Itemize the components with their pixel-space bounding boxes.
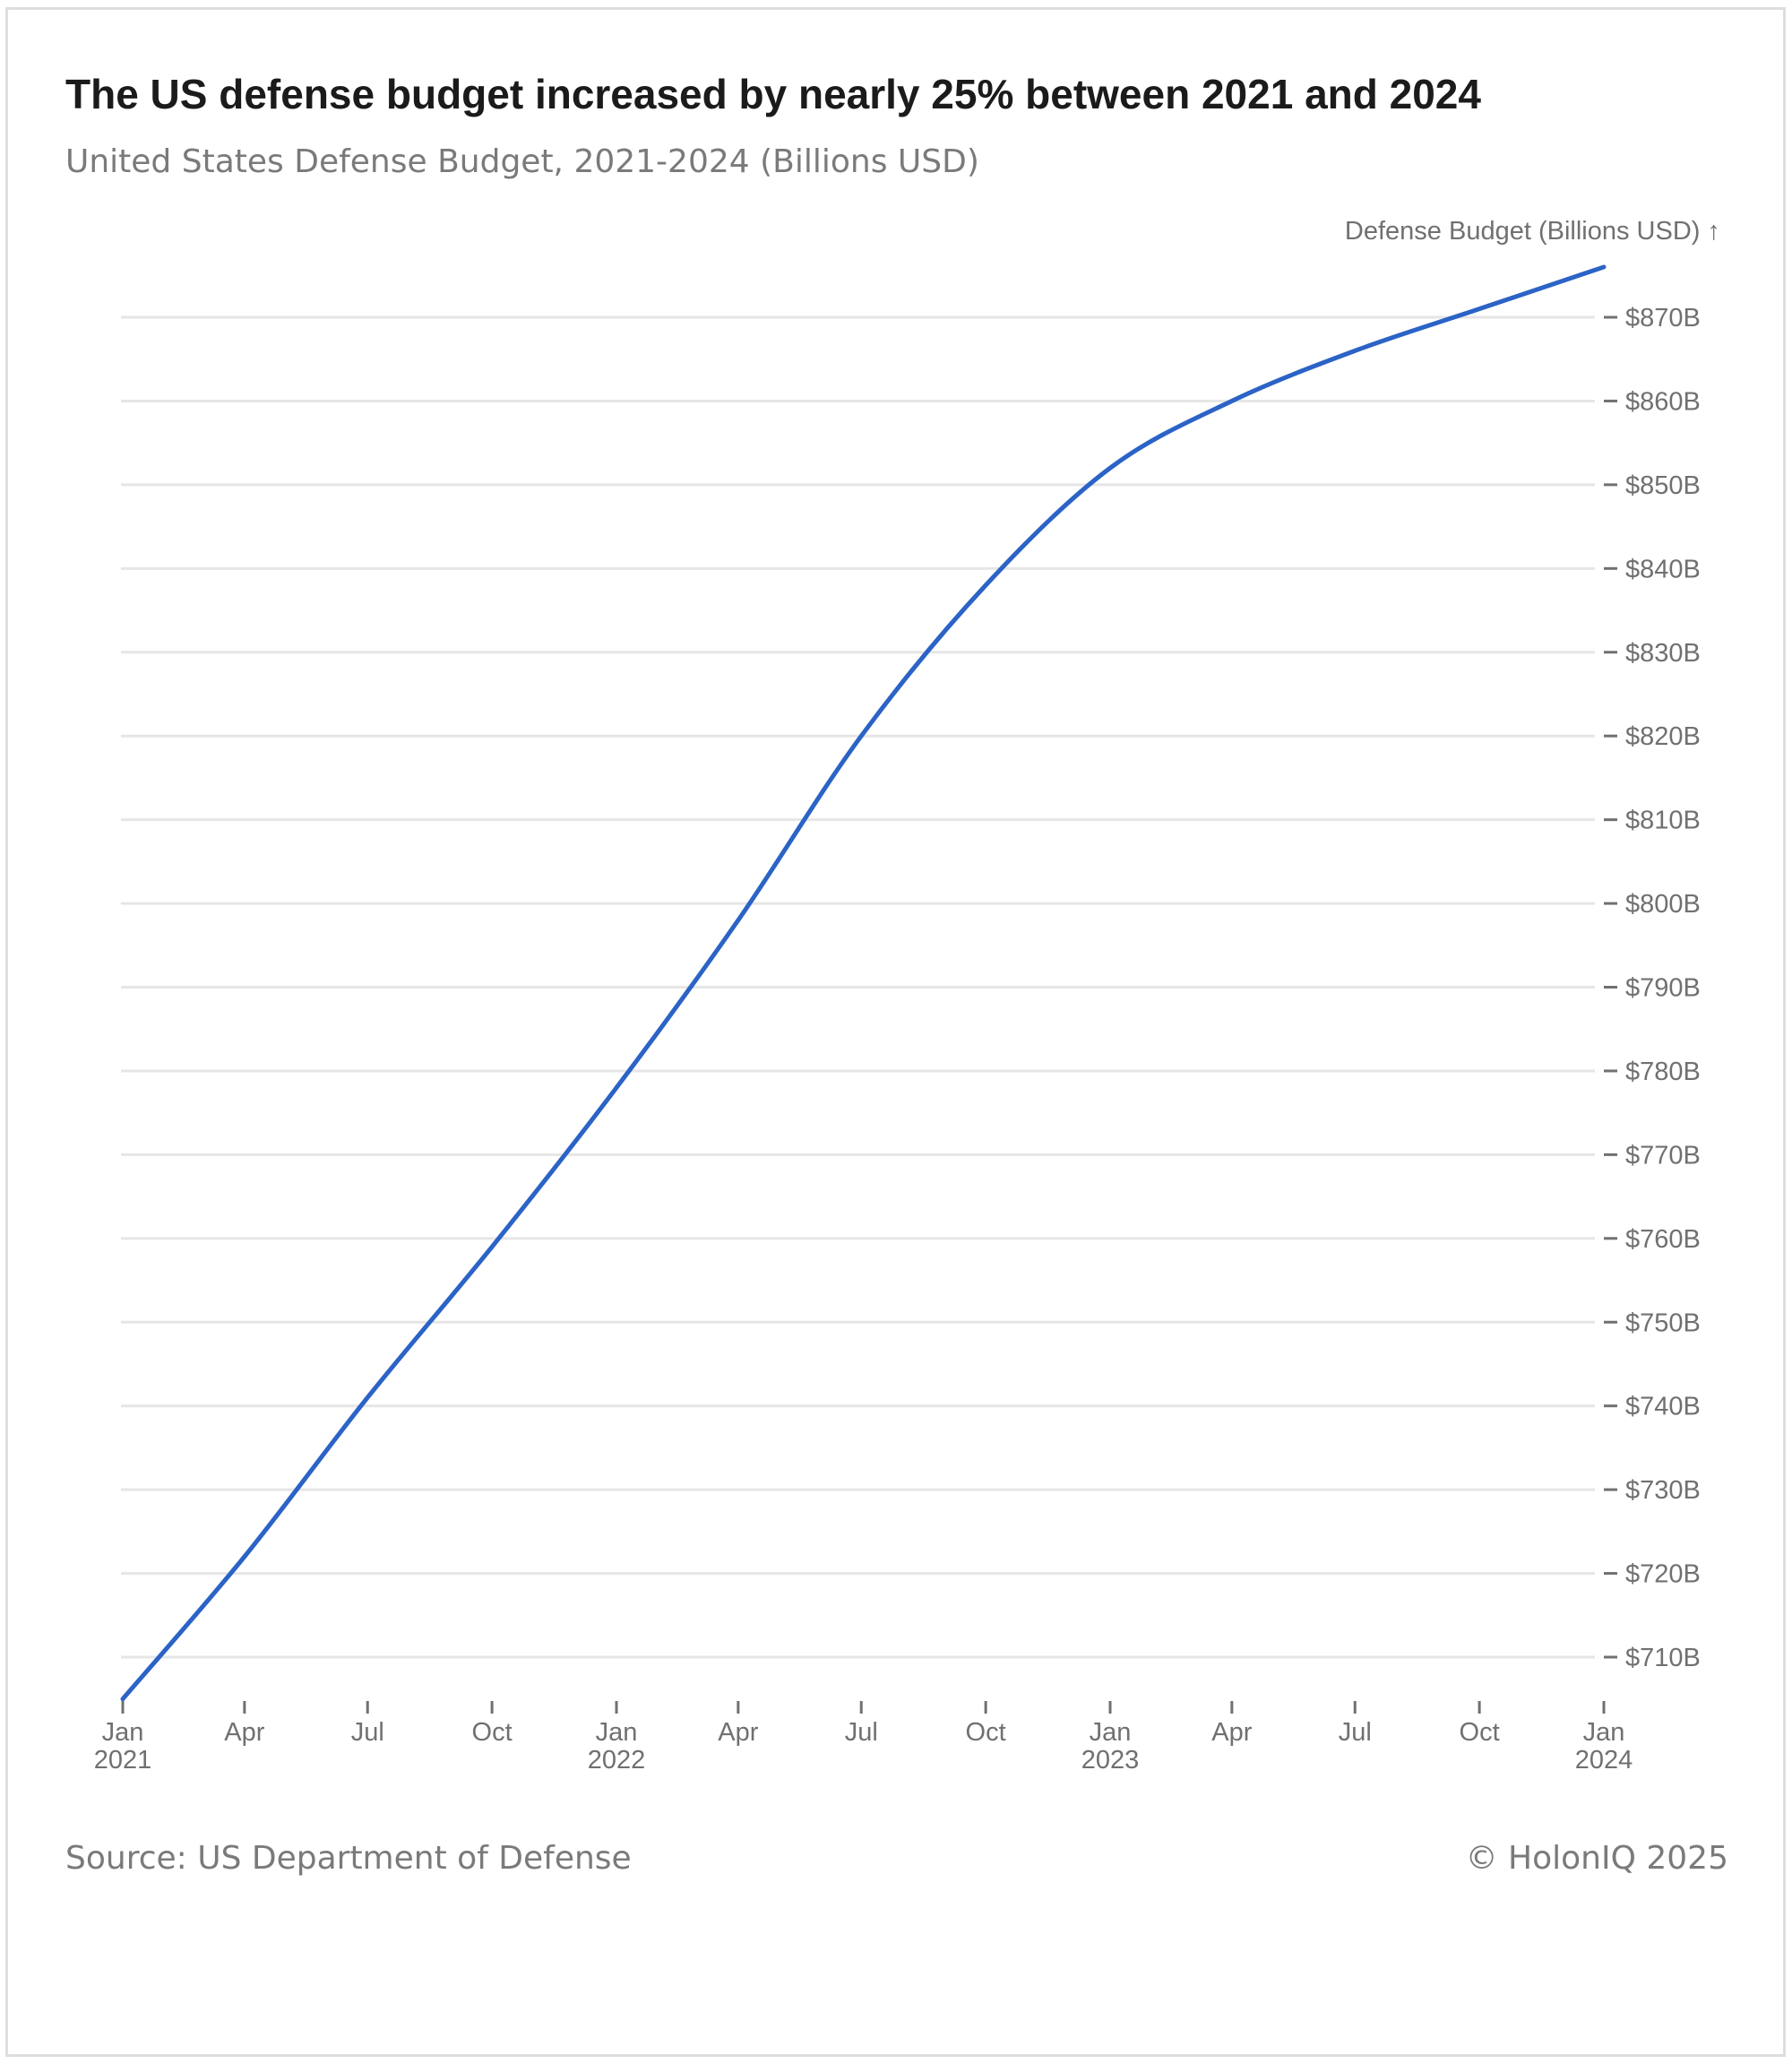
- copyright-note: © HolonIQ 2025: [1465, 1840, 1728, 1877]
- x-tick-label: Jan: [596, 1718, 638, 1747]
- y-tick-label: $810B: [1625, 807, 1701, 835]
- y-axis: $710B $720B $730B $740B $750B $760B $770B $780B…: [1604, 304, 1701, 1672]
- x-tick-label: Oct: [1460, 1718, 1500, 1747]
- y-tick-label: $730B: [1625, 1476, 1701, 1505]
- chart-title: The US defense budget increased by nearl…: [65, 71, 1481, 117]
- gridlines: [121, 315, 1595, 1659]
- source-note: Source: US Department of Defense: [65, 1840, 632, 1877]
- x-tick-label: Apr: [1211, 1718, 1252, 1747]
- x-tick-label: Jan: [102, 1718, 144, 1747]
- x-tick-year: 2021: [94, 1746, 152, 1775]
- x-tick-year: 2024: [1575, 1746, 1633, 1775]
- y-tick-label: $750B: [1625, 1308, 1701, 1337]
- x-tick-label: Jul: [1339, 1718, 1372, 1747]
- x-tick-label: Jan: [1090, 1718, 1132, 1747]
- series-line-defense-budget: [120, 264, 1607, 1702]
- x-tick-label: Apr: [718, 1718, 758, 1747]
- x-tick-label: Jan: [1583, 1718, 1625, 1747]
- y-tick-label: $860B: [1625, 387, 1701, 416]
- chart-frame: [5, 7, 1786, 2057]
- y-tick-label: $850B: [1625, 471, 1701, 500]
- y-tick-label: $790B: [1625, 974, 1701, 1003]
- y-axis-label: Defense Budget (Billions USD) ↑: [1345, 217, 1720, 246]
- x-tick-year: 2023: [1081, 1746, 1140, 1775]
- y-tick-label: $740B: [1625, 1393, 1701, 1421]
- x-tick-label: Oct: [966, 1718, 1006, 1747]
- y-tick-label: $840B: [1625, 555, 1701, 583]
- x-tick-label: Oct: [472, 1718, 513, 1747]
- y-tick-label: $760B: [1625, 1225, 1701, 1254]
- x-tick-year: 2022: [588, 1746, 646, 1775]
- y-tick-label: $720B: [1625, 1560, 1701, 1589]
- x-tick-label: Jul: [845, 1718, 878, 1747]
- y-tick-label: $800B: [1625, 890, 1701, 919]
- y-tick-label: $710B: [1625, 1644, 1701, 1672]
- y-tick-label: $780B: [1625, 1058, 1701, 1086]
- y-tick-label: $870B: [1625, 304, 1701, 332]
- x-tick-label: Jul: [351, 1718, 384, 1747]
- chart-subtitle: United States Defense Budget, 2021-2024 …: [65, 143, 979, 180]
- y-tick-label: $820B: [1625, 722, 1701, 751]
- y-tick-label: $830B: [1625, 639, 1701, 668]
- y-tick-label: $770B: [1625, 1141, 1701, 1170]
- x-tick-label: Apr: [224, 1718, 264, 1747]
